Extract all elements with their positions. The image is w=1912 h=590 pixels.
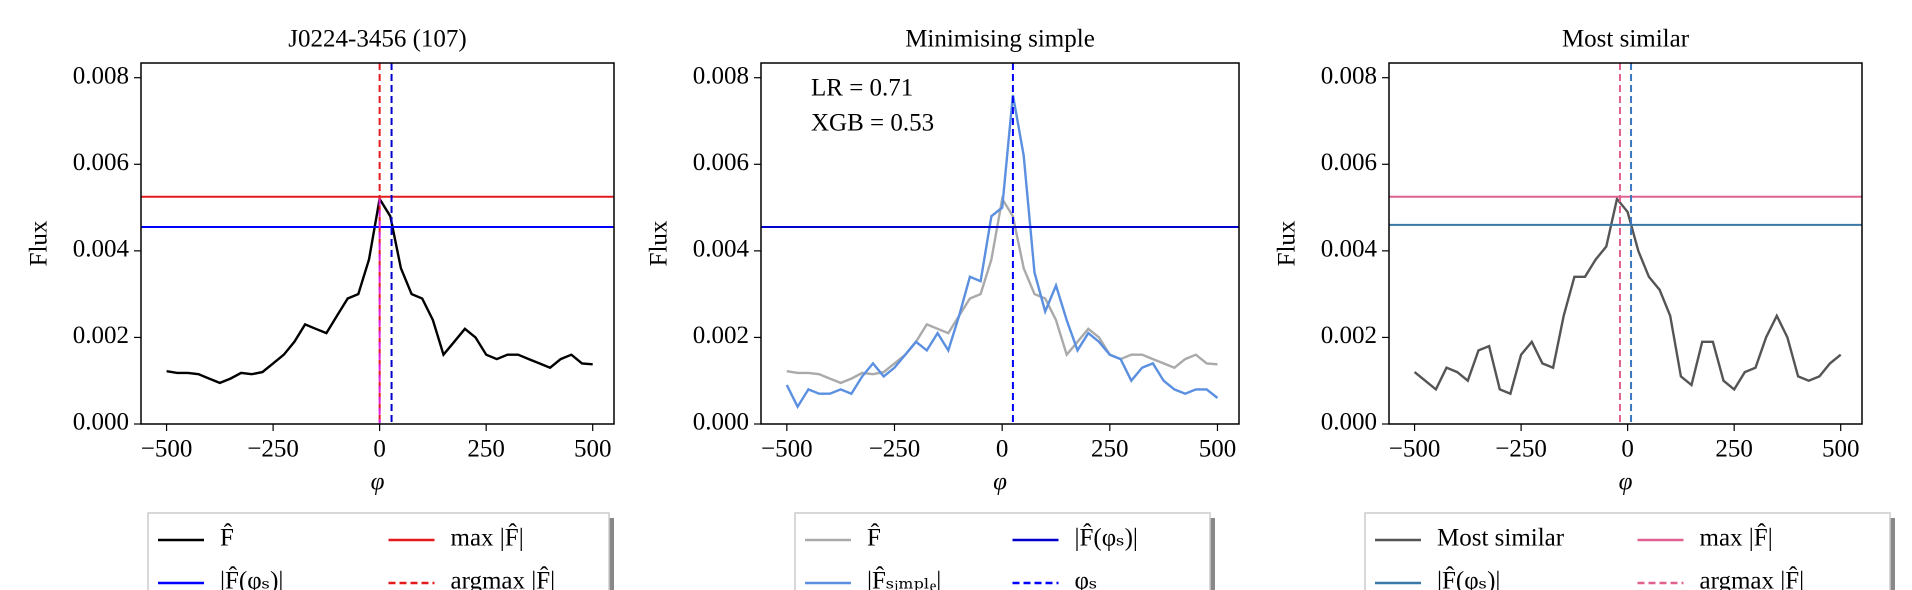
legend-label: F̂	[867, 523, 881, 552]
x-tick-label: −250	[869, 436, 921, 463]
plot-area	[761, 63, 1239, 424]
x-tick-label: −500	[761, 436, 813, 463]
y-tick-label: 0.002	[73, 322, 129, 349]
legend-label: |F̂(φₛ)|	[220, 566, 283, 590]
legend-label: argmax |F̂|	[1700, 566, 1805, 590]
legend-label: max |F̂|	[451, 523, 524, 552]
legend-box	[794, 512, 1211, 590]
legend-label: |F̂ₛᵢₘₚₗₑ|	[867, 566, 941, 590]
x-tick-label: 0	[373, 436, 386, 463]
y-axis-label: Flux	[1274, 220, 1301, 266]
x-tick-label: 250	[467, 436, 505, 463]
legend-label: argmax |F̂|	[451, 566, 556, 590]
x-tick-label: 0	[1621, 436, 1634, 463]
y-tick-label: 0.004	[1321, 236, 1378, 263]
axes-frame	[140, 62, 615, 425]
y-tick-label: 0.002	[1321, 322, 1377, 349]
chart-title: Minimising simple	[905, 26, 1095, 53]
y-tick-label: 0.008	[1321, 62, 1377, 89]
legend-label: Most similar	[1437, 525, 1565, 552]
y-tick-label: 0.004	[73, 236, 130, 263]
legend-label: φₛ	[1075, 568, 1098, 590]
x-tick-label: 500	[1822, 436, 1860, 463]
x-axis-label: φ	[993, 469, 1007, 496]
y-tick-label: 0.000	[1321, 409, 1377, 436]
y-tick-label: 0.008	[693, 62, 749, 89]
axes-frame	[760, 62, 1240, 425]
x-tick-label: −500	[1389, 436, 1441, 463]
legend-label: F̂	[220, 523, 234, 552]
legend-label: max |F̂|	[1700, 523, 1773, 552]
annotation: XGB = 0.53	[811, 110, 934, 137]
x-tick-label: 250	[1715, 436, 1753, 463]
y-tick-label: 0.006	[1321, 149, 1377, 176]
x-tick-label: 500	[1199, 436, 1237, 463]
y-axis-label: Flux	[26, 220, 53, 266]
legend-label: |F̂(φₛ)|	[1075, 523, 1138, 552]
y-tick-label: 0.006	[693, 149, 749, 176]
legend-box	[1364, 512, 1891, 590]
chart-title: J0224-3456 (107)	[288, 26, 466, 53]
data-line	[1413, 196, 1842, 396]
plot-area	[1389, 63, 1862, 424]
legend-label: |F̂(φₛ)|	[1437, 566, 1500, 590]
x-tick-label: 0	[996, 436, 1009, 463]
y-tick-label: 0.002	[693, 322, 749, 349]
x-axis-label: φ	[1619, 469, 1633, 496]
x-tick-label: 250	[1091, 436, 1129, 463]
x-tick-label: −500	[141, 436, 193, 463]
y-tick-label: 0.004	[693, 236, 750, 263]
x-tick-label: −250	[1495, 436, 1547, 463]
legend-box	[147, 512, 610, 590]
y-tick-label: 0.000	[73, 409, 129, 436]
annotation: LR = 0.71	[811, 75, 913, 102]
x-tick-label: −250	[247, 436, 299, 463]
y-tick-label: 0.000	[693, 409, 749, 436]
y-tick-label: 0.006	[73, 149, 129, 176]
chart-title: Most similar	[1562, 26, 1690, 53]
plot-area	[141, 63, 614, 424]
x-tick-label: 500	[574, 436, 612, 463]
y-tick-label: 0.008	[73, 62, 129, 89]
data-line	[785, 94, 1219, 410]
axes-frame	[1388, 62, 1863, 425]
y-axis-label: Flux	[646, 220, 673, 266]
x-axis-label: φ	[371, 469, 385, 496]
